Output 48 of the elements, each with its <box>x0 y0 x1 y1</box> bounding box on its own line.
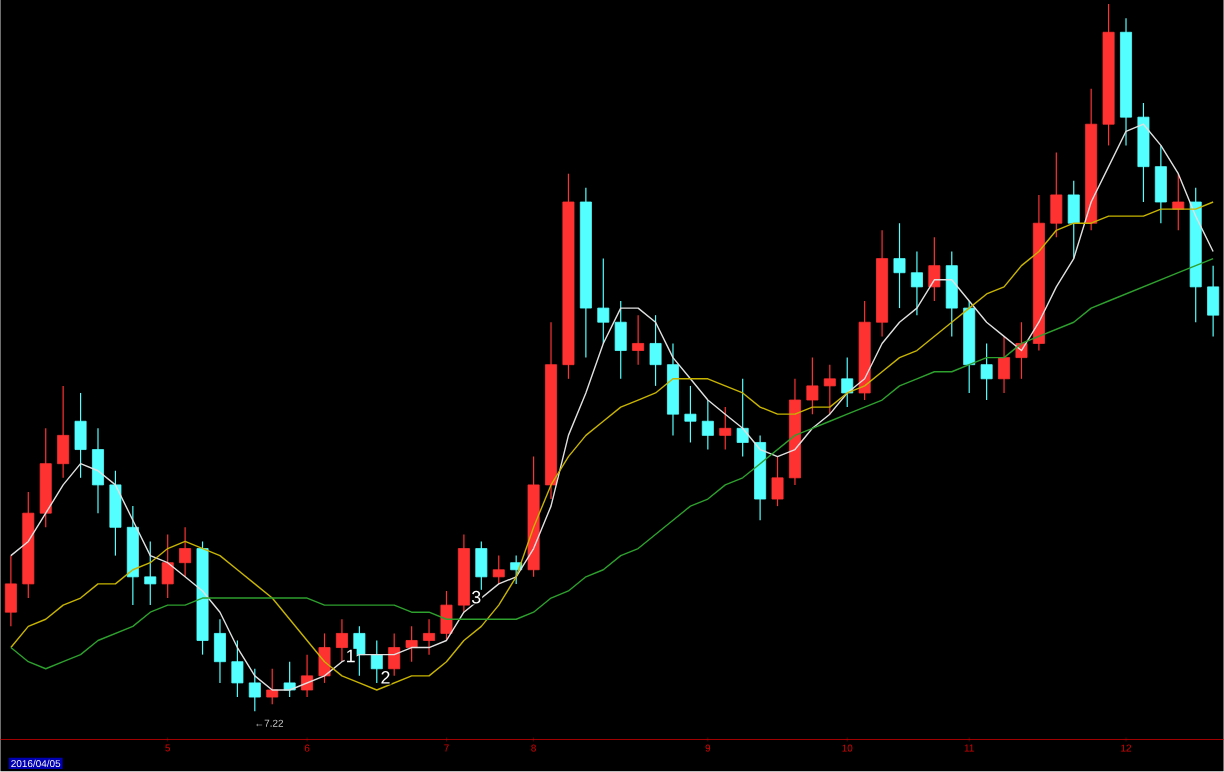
candlestick <box>231 640 244 698</box>
candlestick <box>1207 265 1220 338</box>
candlestick <box>893 222 906 309</box>
candlestick <box>771 456 784 507</box>
candlestick <box>736 378 749 458</box>
candlestick <box>301 654 314 698</box>
candlestick <box>388 633 401 677</box>
candlestick <box>632 314 645 366</box>
candlestick <box>1050 152 1063 239</box>
candlestick <box>423 618 436 656</box>
candlestick <box>841 357 854 408</box>
candlestick <box>440 590 453 642</box>
annotation: 2 <box>381 671 390 684</box>
candlestick <box>74 392 87 479</box>
candlestick <box>57 385 70 479</box>
candlestick <box>649 314 662 387</box>
candlestick <box>492 555 505 585</box>
candlestick <box>144 541 157 606</box>
candlestick <box>701 399 714 451</box>
candlestick <box>928 237 941 302</box>
candlestick <box>4 555 17 628</box>
candlestick <box>614 300 627 380</box>
candlestick <box>213 618 226 684</box>
candlestick <box>1154 145 1167 225</box>
candlestick <box>806 357 819 416</box>
candlestick <box>353 625 366 677</box>
candlestick <box>109 470 122 557</box>
candlestick <box>998 336 1011 394</box>
candlestick <box>318 633 331 684</box>
annotation: 1 <box>347 650 355 663</box>
candlestick <box>823 364 836 416</box>
candlestick <box>945 251 958 338</box>
candlestick <box>266 668 279 705</box>
candlestick <box>248 668 261 713</box>
candlestick <box>179 526 192 578</box>
candlestick <box>161 534 174 599</box>
candlestick <box>597 258 610 345</box>
candlestick <box>684 385 697 444</box>
candlestick <box>719 406 732 451</box>
candlestick <box>335 618 348 663</box>
candlestick <box>370 640 383 684</box>
candlestick <box>910 251 923 317</box>
candlestick <box>475 541 488 592</box>
candlestick <box>405 625 418 663</box>
annotation: 3 <box>471 591 481 604</box>
candlestick <box>92 427 104 515</box>
candlestick <box>1067 180 1080 260</box>
candlestick <box>980 343 993 401</box>
